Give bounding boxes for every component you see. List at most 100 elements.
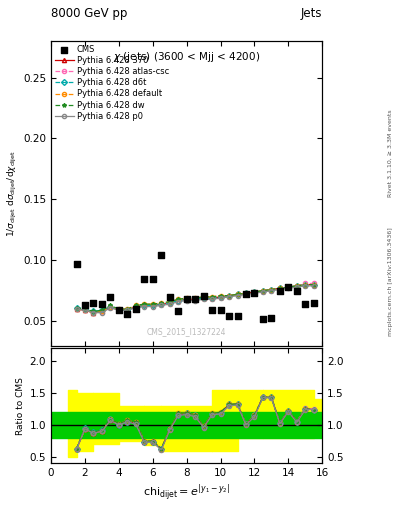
CMS bbox=[310, 299, 317, 307]
Pythia 6.428 p0 bbox=[167, 301, 172, 307]
CMS bbox=[158, 251, 164, 260]
Pythia 6.428 d6t bbox=[294, 283, 299, 289]
Text: Rivet 3.1.10, ≥ 3.3M events: Rivet 3.1.10, ≥ 3.3M events bbox=[388, 110, 393, 198]
CMS bbox=[277, 287, 283, 295]
Line: Pythia 6.428 370: Pythia 6.428 370 bbox=[74, 283, 316, 315]
CMS bbox=[243, 290, 249, 298]
CMS bbox=[82, 301, 88, 309]
Pythia 6.428 d6t bbox=[99, 307, 104, 313]
Pythia 6.428 default bbox=[294, 283, 299, 289]
CMS bbox=[217, 306, 224, 314]
Pythia 6.428 p0 bbox=[227, 294, 231, 300]
Pythia 6.428 dw bbox=[201, 294, 206, 300]
Pythia 6.428 default bbox=[142, 301, 147, 307]
Pythia 6.428 370 bbox=[227, 292, 231, 298]
Pythia 6.428 370 bbox=[303, 282, 308, 288]
Pythia 6.428 d6t bbox=[176, 297, 180, 304]
Line: Pythia 6.428 default: Pythia 6.428 default bbox=[74, 283, 316, 315]
Pythia 6.428 d6t bbox=[269, 287, 274, 293]
CMS bbox=[167, 293, 173, 301]
Pythia 6.428 p0 bbox=[125, 307, 130, 313]
CMS bbox=[99, 300, 105, 308]
Pythia 6.428 p0 bbox=[235, 292, 240, 298]
Y-axis label: $1/\sigma_\mathrm{dijet}\ \mathrm{d}\sigma_\mathrm{dijet}/\mathrm{d}\chi_\mathrm: $1/\sigma_\mathrm{dijet}\ \mathrm{d}\sig… bbox=[6, 150, 19, 237]
Pythia 6.428 p0 bbox=[176, 298, 180, 305]
Pythia 6.428 p0 bbox=[151, 304, 155, 310]
CMS bbox=[294, 287, 300, 295]
Pythia 6.428 dw bbox=[83, 306, 87, 312]
CMS bbox=[268, 313, 275, 322]
Pythia 6.428 370 bbox=[159, 301, 163, 307]
CMS bbox=[133, 305, 139, 313]
Pythia 6.428 default bbox=[91, 310, 96, 316]
Pythia 6.428 d6t bbox=[159, 301, 163, 307]
Pythia 6.428 atlas-csc bbox=[134, 304, 138, 310]
Pythia 6.428 atlas-csc bbox=[91, 310, 96, 316]
Pythia 6.428 370 bbox=[193, 296, 198, 303]
Pythia 6.428 default bbox=[167, 298, 172, 305]
Pythia 6.428 370 bbox=[167, 300, 172, 306]
Pythia 6.428 p0 bbox=[244, 291, 248, 297]
Pythia 6.428 370 bbox=[176, 297, 180, 304]
Pythia 6.428 dw bbox=[244, 290, 248, 296]
Pythia 6.428 atlas-csc bbox=[227, 292, 231, 298]
Pythia 6.428 p0 bbox=[99, 310, 104, 316]
Pythia 6.428 default bbox=[218, 292, 223, 298]
Pythia 6.428 dw bbox=[125, 306, 130, 312]
Pythia 6.428 p0 bbox=[261, 289, 265, 295]
Pythia 6.428 p0 bbox=[184, 297, 189, 304]
Legend: CMS, Pythia 6.428 370, Pythia 6.428 atlas-csc, Pythia 6.428 d6t, Pythia 6.428 de: CMS, Pythia 6.428 370, Pythia 6.428 atla… bbox=[53, 44, 171, 122]
Pythia 6.428 dw bbox=[74, 305, 79, 311]
Line: Pythia 6.428 dw: Pythia 6.428 dw bbox=[74, 283, 316, 313]
Pythia 6.428 atlas-csc bbox=[151, 302, 155, 308]
Pythia 6.428 d6t bbox=[91, 308, 96, 314]
Pythia 6.428 p0 bbox=[193, 297, 198, 304]
Pythia 6.428 dw bbox=[277, 285, 282, 291]
Pythia 6.428 370 bbox=[116, 307, 121, 313]
Pythia 6.428 370 bbox=[235, 291, 240, 297]
Pythia 6.428 370 bbox=[261, 288, 265, 294]
Pythia 6.428 p0 bbox=[201, 296, 206, 303]
CMS bbox=[234, 312, 241, 321]
Pythia 6.428 p0 bbox=[303, 283, 308, 289]
Pythia 6.428 dw bbox=[91, 308, 96, 314]
Pythia 6.428 370 bbox=[184, 296, 189, 303]
Pythia 6.428 370 bbox=[108, 304, 113, 310]
Pythia 6.428 dw bbox=[108, 302, 113, 308]
Pythia 6.428 default bbox=[74, 306, 79, 312]
Pythia 6.428 dw bbox=[159, 300, 163, 306]
Pythia 6.428 atlas-csc bbox=[294, 283, 299, 289]
Pythia 6.428 p0 bbox=[252, 290, 257, 296]
Pythia 6.428 default bbox=[311, 282, 316, 288]
Pythia 6.428 atlas-csc bbox=[159, 301, 163, 307]
Pythia 6.428 atlas-csc bbox=[286, 284, 291, 290]
Pythia 6.428 default bbox=[116, 306, 121, 312]
CMS bbox=[141, 274, 147, 283]
Pythia 6.428 dw bbox=[303, 282, 308, 288]
Pythia 6.428 default bbox=[227, 292, 231, 298]
CMS bbox=[73, 260, 80, 268]
Text: 8000 GeV pp: 8000 GeV pp bbox=[51, 8, 127, 20]
Pythia 6.428 d6t bbox=[193, 296, 198, 303]
Line: Pythia 6.428 atlas-csc: Pythia 6.428 atlas-csc bbox=[74, 282, 316, 315]
Pythia 6.428 d6t bbox=[134, 304, 138, 310]
Pythia 6.428 370 bbox=[91, 310, 96, 316]
Pythia 6.428 d6t bbox=[151, 302, 155, 308]
Pythia 6.428 atlas-csc bbox=[269, 287, 274, 293]
Pythia 6.428 370 bbox=[277, 285, 282, 291]
Pythia 6.428 d6t bbox=[303, 282, 308, 288]
Pythia 6.428 atlas-csc bbox=[193, 296, 198, 303]
Pythia 6.428 dw bbox=[167, 298, 172, 305]
Pythia 6.428 atlas-csc bbox=[244, 290, 248, 296]
CMS bbox=[252, 289, 258, 297]
Pythia 6.428 default bbox=[193, 295, 198, 301]
Pythia 6.428 d6t bbox=[83, 306, 87, 312]
Pythia 6.428 370 bbox=[134, 304, 138, 310]
CMS bbox=[116, 306, 122, 314]
Pythia 6.428 d6t bbox=[74, 305, 79, 311]
Pythia 6.428 atlas-csc bbox=[167, 300, 172, 306]
Pythia 6.428 p0 bbox=[91, 310, 96, 316]
Pythia 6.428 default bbox=[134, 302, 138, 308]
Pythia 6.428 370 bbox=[286, 284, 291, 290]
Pythia 6.428 default bbox=[176, 296, 180, 303]
